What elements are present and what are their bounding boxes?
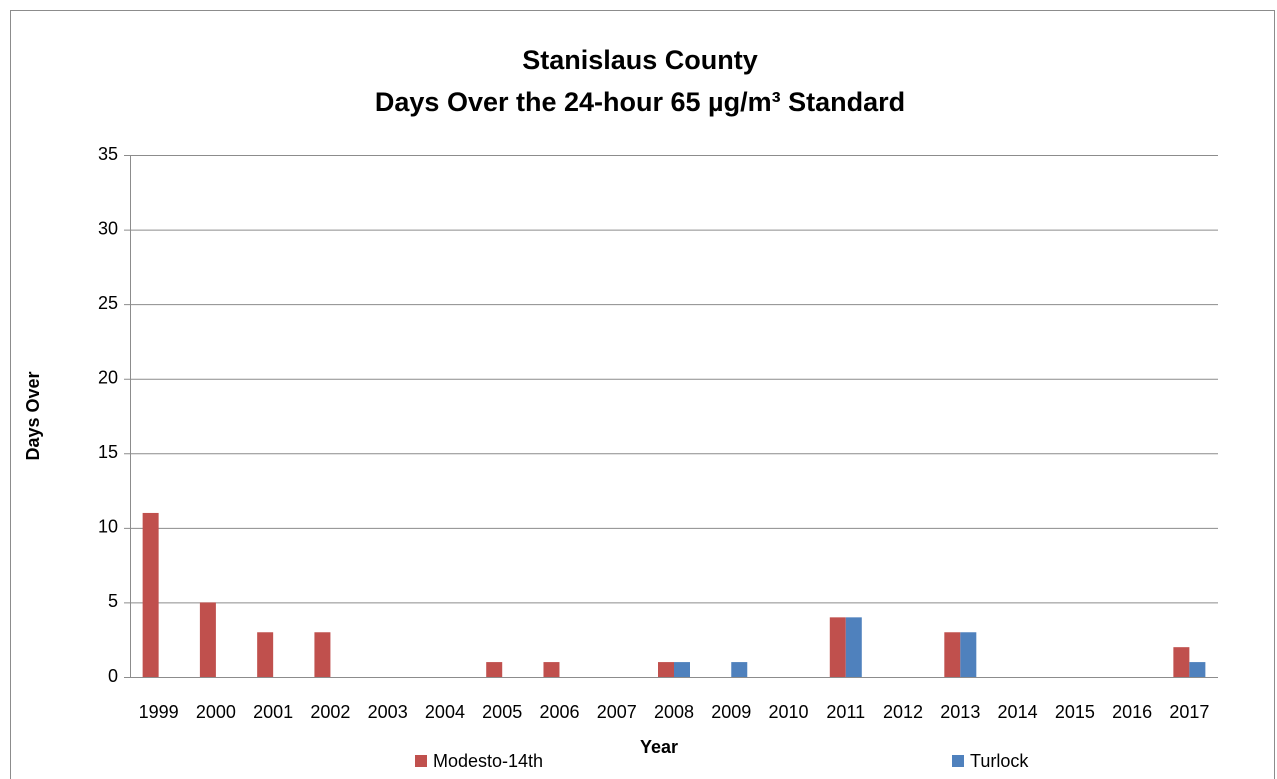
legend-label: Turlock [970,751,1029,771]
y-tick-label: 25 [98,293,118,313]
bar [960,632,977,677]
x-tick-label: 2004 [425,702,465,722]
legend-label: Modesto-14th [433,751,543,771]
x-tick-label: 2013 [940,702,980,722]
x-axis-title: Year [640,737,678,757]
x-tick-label: 1999 [139,702,179,722]
chart-frame [10,10,1275,779]
y-tick-label: 30 [98,218,118,238]
x-tick-label: 2006 [539,702,579,722]
y-tick-label: 0 [108,666,118,686]
bar [142,512,159,677]
y-tick-label: 5 [108,591,118,611]
x-tick-label: 2017 [1169,702,1209,722]
x-tick-label: 2000 [196,702,236,722]
bar [257,632,274,677]
x-tick-label: 2014 [998,702,1038,722]
x-tick-label: 2002 [310,702,350,722]
bar [1189,662,1206,677]
x-tick-label: 2009 [711,702,751,722]
bar [486,662,503,677]
bar [829,617,846,677]
y-tick-label: 35 [98,144,118,164]
bar [658,662,674,677]
x-tick-label: 2003 [368,702,408,722]
legend-swatch [415,755,427,767]
bar [944,632,961,677]
bar [845,617,862,677]
chart-title: Days Over the 24-hour 65 µg/m³ Standard [375,87,905,117]
bar [314,632,331,677]
x-tick-label: 2001 [253,702,293,722]
x-tick-label: 2015 [1055,702,1095,722]
y-tick-label: 10 [98,517,118,537]
y-axis-title: Days Over [23,371,43,460]
bar [199,602,216,677]
bar [543,662,560,677]
chart-title: Stanislaus County [522,45,758,75]
x-tick-label: 2010 [769,702,809,722]
x-tick-label: 2012 [883,702,923,722]
x-tick-label: 2011 [826,702,865,722]
x-tick-label: 2005 [482,702,522,722]
x-tick-label: 2016 [1112,702,1152,722]
bar [1173,647,1190,677]
x-tick-label: 2008 [654,702,694,722]
legend-swatch [952,755,964,767]
x-tick-label: 2007 [597,702,637,722]
bar [674,662,690,677]
y-tick-label: 20 [98,367,118,387]
y-tick-label: 15 [98,442,118,462]
bar [731,662,748,677]
